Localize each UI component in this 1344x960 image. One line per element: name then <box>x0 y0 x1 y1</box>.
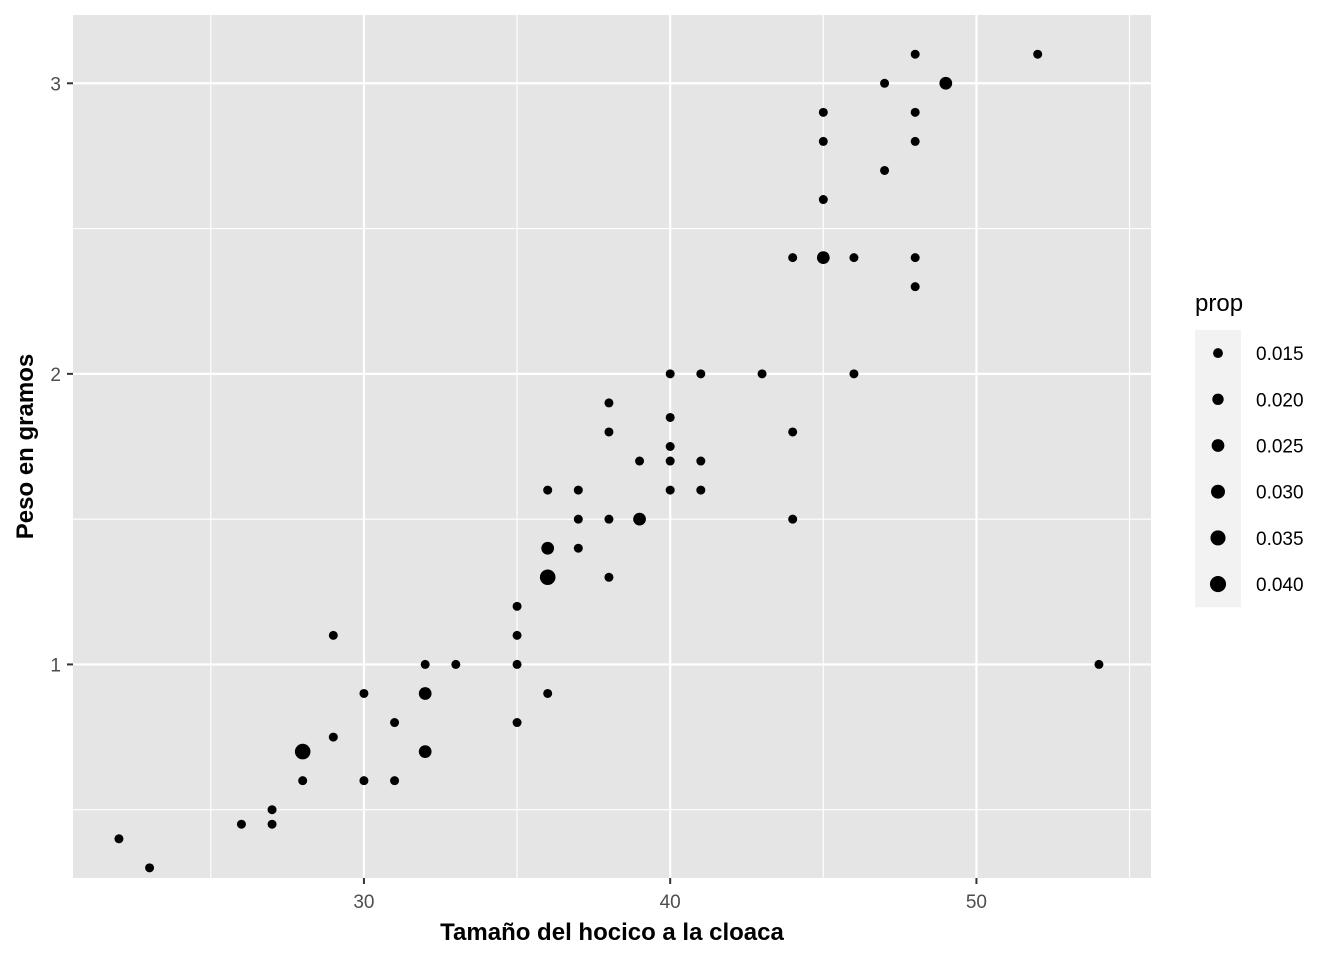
y-tick-label: 1 <box>50 655 61 676</box>
data-point <box>880 78 890 88</box>
data-point <box>512 601 522 611</box>
legend-label: 0.030 <box>1256 483 1304 504</box>
data-point <box>604 398 614 408</box>
data-point <box>849 253 859 263</box>
data-point <box>359 688 369 698</box>
size-legend: prop 0.015 0.020 0.025 0.030 0.035 0.040 <box>1195 290 1304 608</box>
y-tick-label: 3 <box>50 74 61 95</box>
data-point <box>298 776 308 786</box>
data-point <box>635 456 645 466</box>
legend-title: prop <box>1195 290 1243 317</box>
data-point <box>512 659 522 669</box>
data-point <box>696 485 706 495</box>
data-point <box>818 136 828 146</box>
y-tick-label: 2 <box>50 365 61 386</box>
data-point <box>573 543 583 553</box>
data-point <box>910 282 920 292</box>
legend-key-circle <box>1213 348 1223 359</box>
data-point <box>573 485 583 495</box>
data-point <box>418 687 432 700</box>
data-point <box>420 659 430 669</box>
legend-key-circle <box>1210 530 1226 546</box>
legend-key-circle <box>1211 439 1225 452</box>
data-point <box>543 485 553 495</box>
data-point <box>665 442 675 451</box>
data-point <box>696 456 706 466</box>
data-point <box>910 49 920 59</box>
data-point <box>788 427 798 437</box>
data-point <box>512 630 522 640</box>
x-tick-label: 30 <box>353 892 374 913</box>
data-point <box>910 107 920 117</box>
data-point <box>114 834 124 844</box>
data-point <box>939 76 953 90</box>
data-point <box>267 819 277 829</box>
data-point <box>818 195 828 205</box>
data-point <box>604 572 614 582</box>
data-point <box>418 745 432 758</box>
data-point <box>757 369 767 379</box>
x-axis: 30 40 50 <box>353 878 987 913</box>
legend-key-circle <box>1209 576 1227 593</box>
x-tick-label: 50 <box>966 892 987 913</box>
data-point <box>633 512 646 526</box>
data-point <box>604 427 614 437</box>
data-point <box>910 253 920 263</box>
data-point <box>573 514 583 524</box>
data-point <box>788 253 798 263</box>
data-point <box>880 165 890 175</box>
legend-label: 0.025 <box>1256 437 1304 458</box>
x-tick-label: 40 <box>660 892 681 913</box>
legend-key-circle <box>1212 393 1224 405</box>
data-point <box>849 369 859 379</box>
data-point <box>665 485 675 495</box>
legend-key-circle <box>1211 484 1225 499</box>
data-point <box>818 107 828 117</box>
data-point <box>665 412 675 422</box>
data-point <box>910 136 920 146</box>
legend-label: 0.040 <box>1256 575 1304 596</box>
data-point <box>145 863 155 873</box>
data-point <box>451 659 461 669</box>
data-point <box>816 251 830 264</box>
data-point <box>541 541 555 555</box>
data-point <box>294 743 311 760</box>
legend-label: 0.035 <box>1256 529 1304 550</box>
x-axis-title: Tamaño del hocico a la cloaca <box>440 919 784 946</box>
data-point <box>539 569 556 586</box>
data-point <box>1094 659 1104 669</box>
data-point <box>543 688 553 698</box>
data-points <box>114 49 1104 873</box>
legend-entries: 0.015 0.020 0.025 0.030 0.035 0.040 <box>1209 344 1304 596</box>
data-point <box>788 514 798 524</box>
legend-keys-background <box>1195 330 1241 608</box>
data-point <box>604 514 614 524</box>
data-point <box>390 776 400 786</box>
data-point <box>236 819 246 829</box>
data-point <box>665 456 675 466</box>
data-point <box>512 718 522 728</box>
data-point <box>267 805 277 815</box>
data-point <box>665 369 675 379</box>
legend-label: 0.020 <box>1256 390 1304 411</box>
y-axis: 1 2 3 <box>50 74 73 676</box>
data-point <box>390 718 400 728</box>
data-point <box>1033 49 1043 59</box>
plot-panel <box>73 15 1151 878</box>
y-axis-title: Peso en gramos <box>12 354 39 539</box>
legend-label: 0.015 <box>1256 344 1304 365</box>
data-point <box>328 732 338 742</box>
data-point <box>328 630 338 640</box>
data-point <box>696 369 706 379</box>
data-point <box>359 776 369 786</box>
